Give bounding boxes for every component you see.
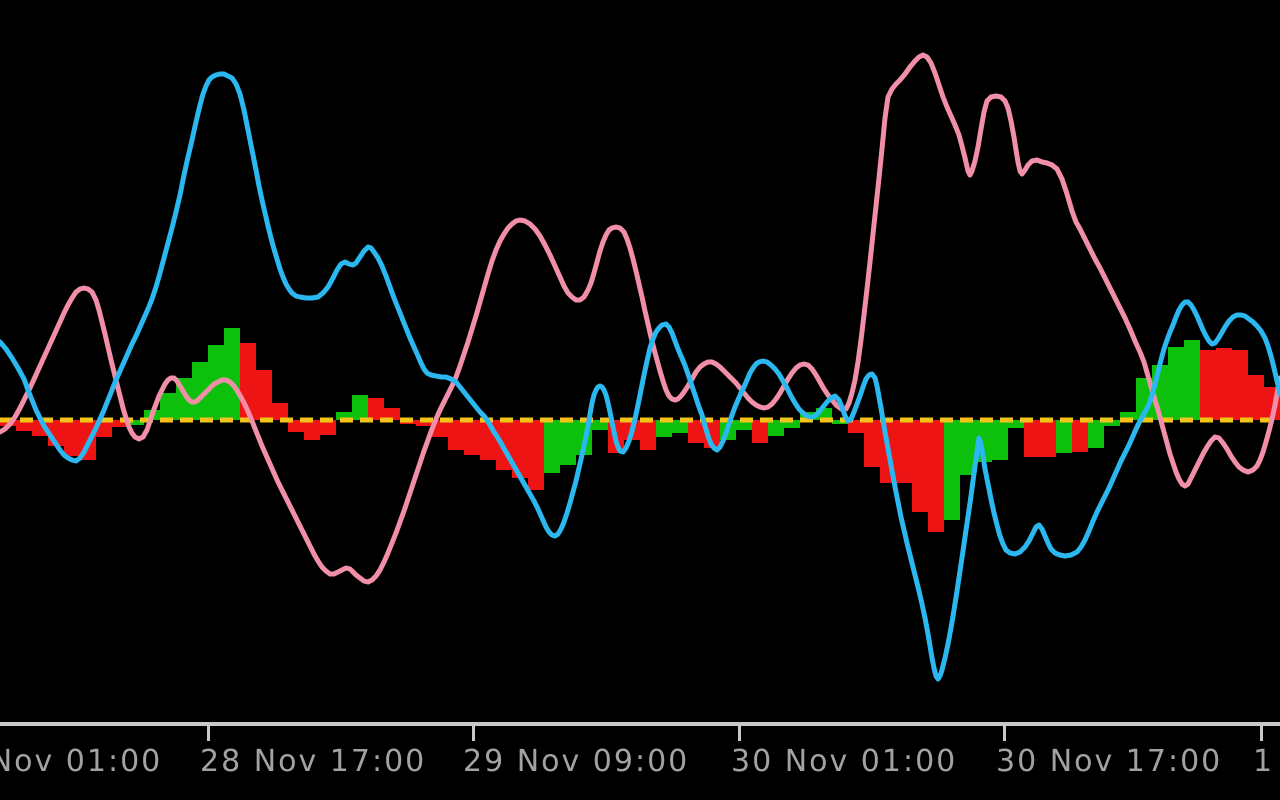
time-label: 28 Nov 01:00 (0, 744, 163, 779)
fast-line-blue (0, 71, 1280, 682)
time-label: 30 Nov 01:00 (731, 744, 958, 779)
time-label: 28 Nov 17:00 (200, 744, 427, 779)
time-axis-line (0, 722, 1280, 726)
signal-line-pink (0, 52, 1280, 585)
time-label: 29 Nov 09:00 (463, 744, 690, 779)
histogram-bars (0, 328, 1280, 532)
time-label: 30 Nov 17:00 (996, 744, 1223, 779)
time-label: 1 Dec 09:00 (1253, 744, 1280, 779)
time-axis-ticks (207, 722, 1263, 741)
